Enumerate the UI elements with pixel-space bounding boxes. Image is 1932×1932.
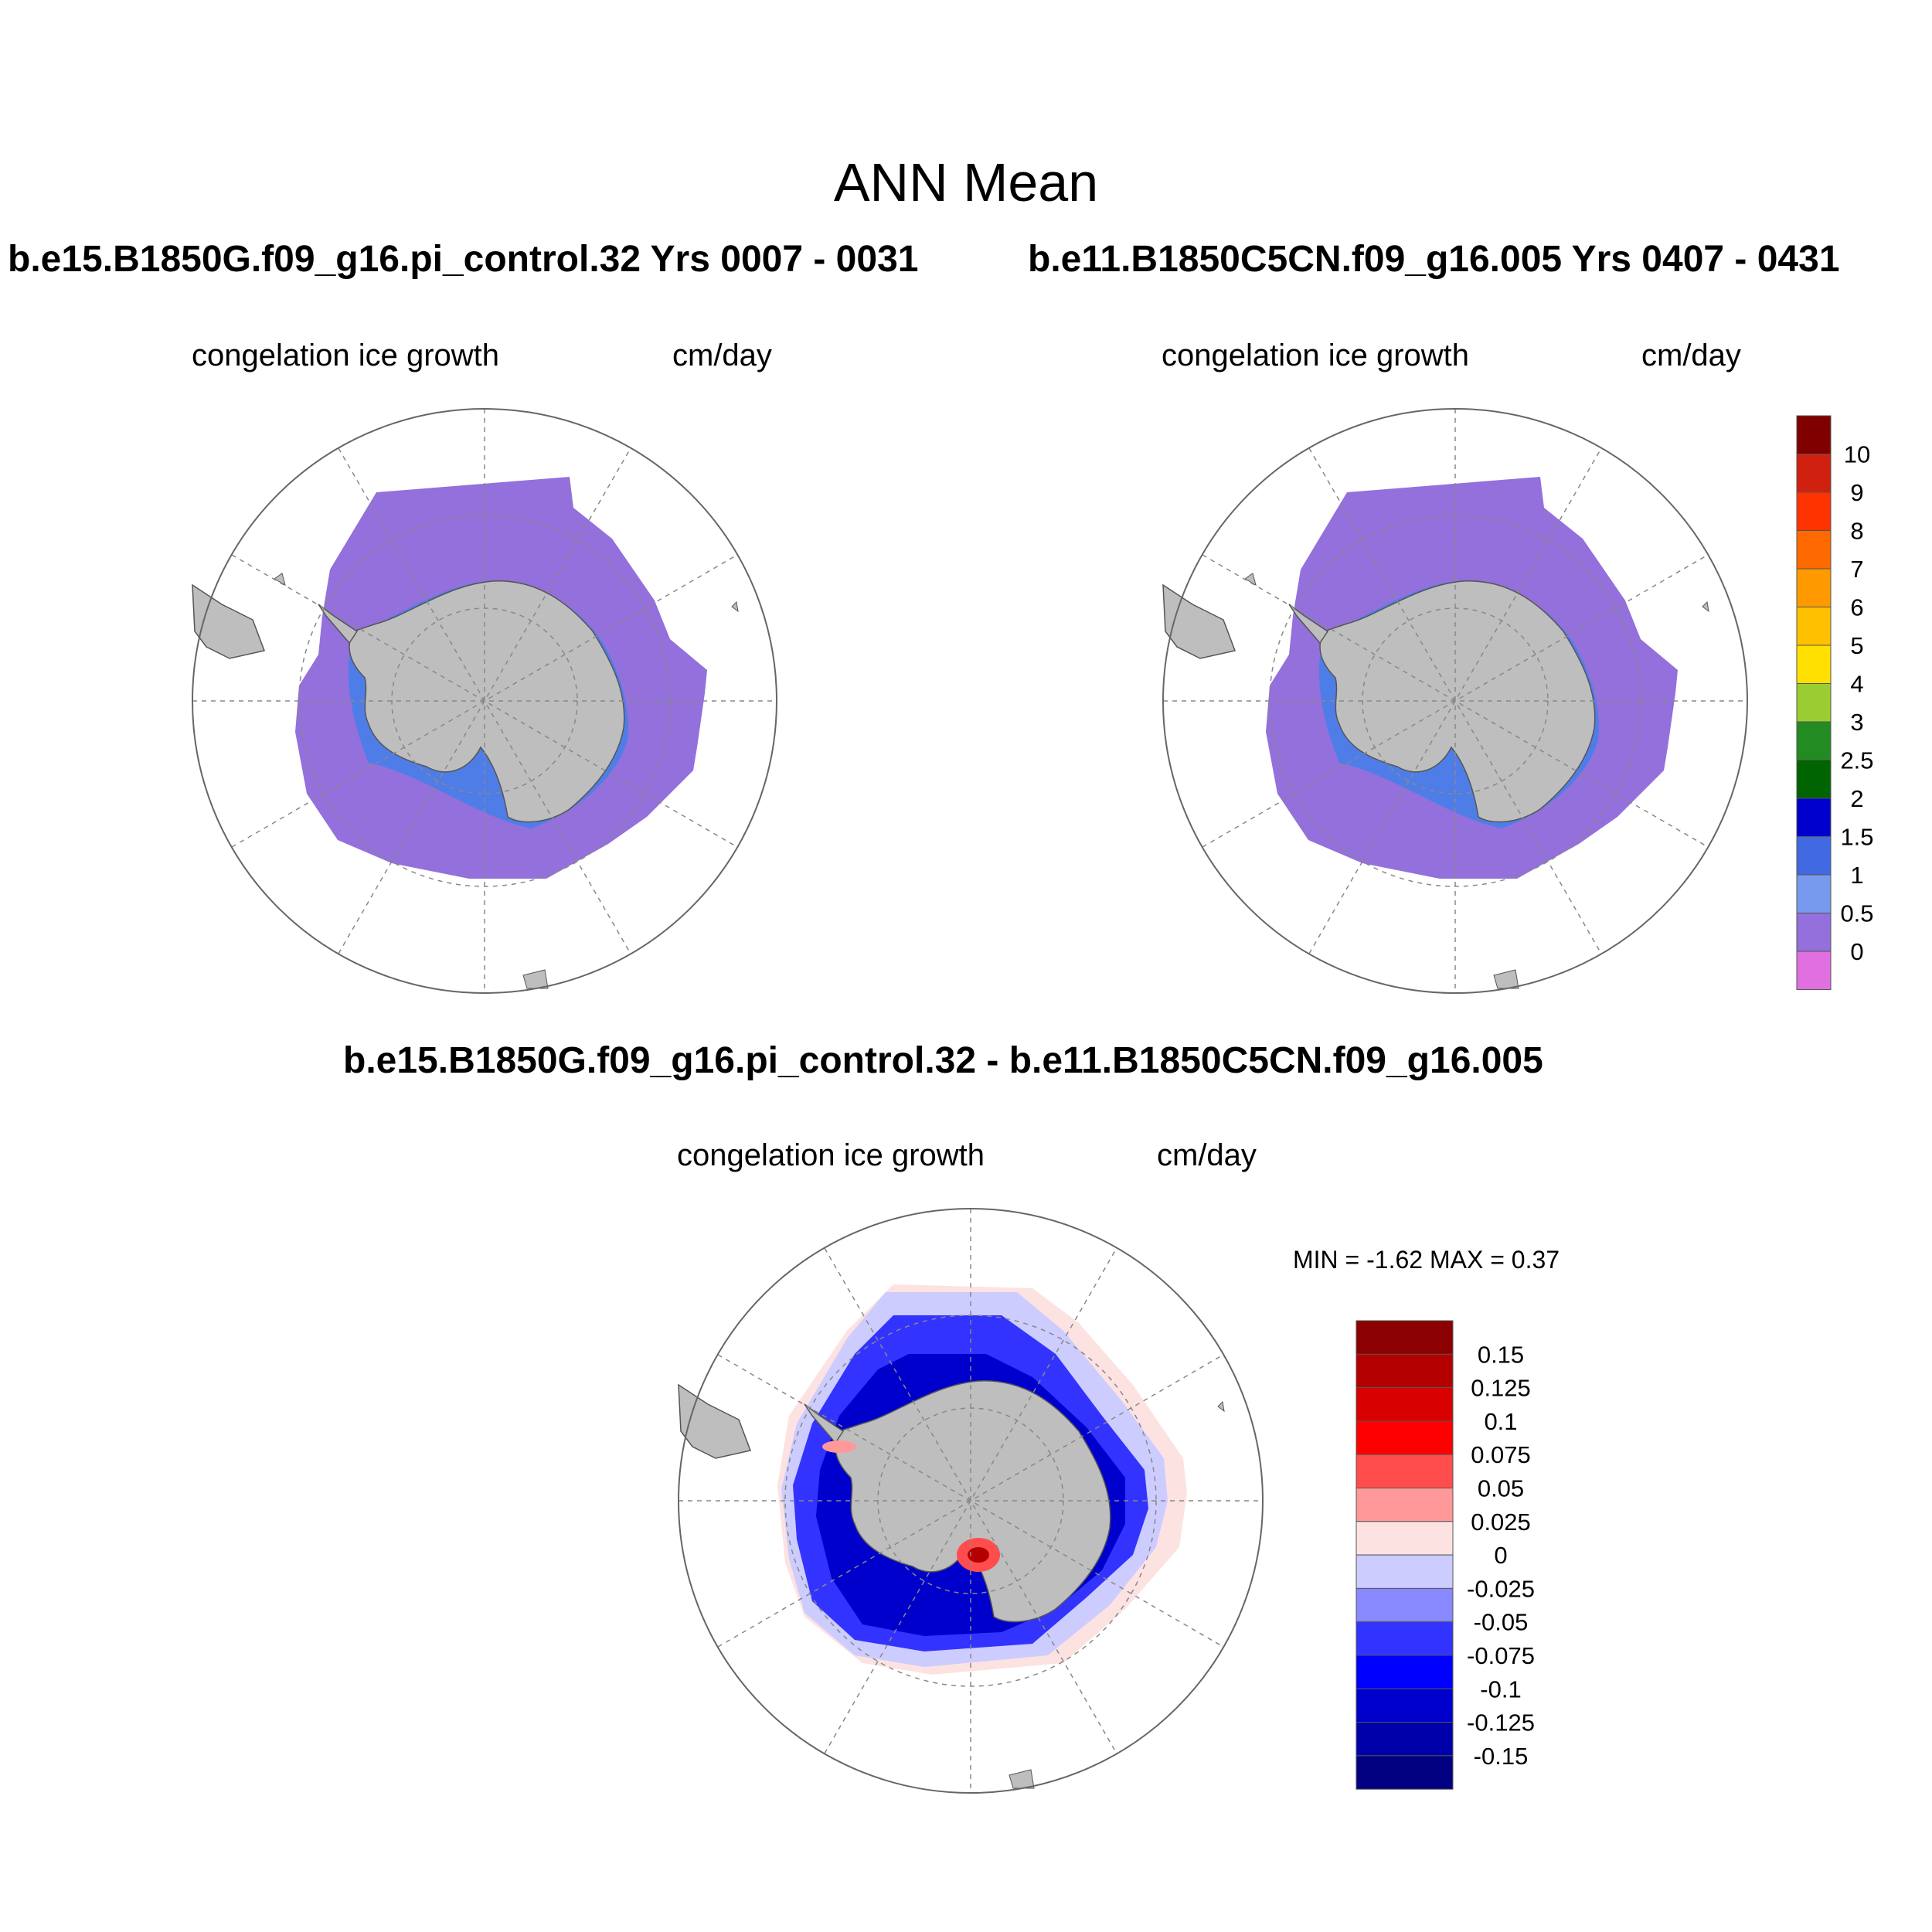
colorbar-main-swatch <box>1796 721 1832 760</box>
colorbar-main-swatch <box>1796 492 1832 531</box>
colorbar-diff-label: -0.025 <box>1467 1575 1535 1602</box>
colorbar-diff-label: -0.1 <box>1480 1675 1521 1702</box>
colorbar-main-swatch <box>1796 836 1832 876</box>
colorbar-main-label: 4 <box>1850 671 1863 698</box>
diff-field-label: congelation ice growth <box>677 1138 985 1172</box>
colorbar-main-label: 0 <box>1850 938 1863 965</box>
panel-1-field-label: congelation ice growth <box>192 338 500 372</box>
colorbar-diff-swatch <box>1355 1454 1454 1488</box>
colorbar-diff-label: 0.125 <box>1471 1375 1531 1402</box>
colorbar-diff-swatch <box>1355 1587 1454 1623</box>
colorbar-main-swatch <box>1796 415 1832 454</box>
colorbar-main-label: 8 <box>1850 518 1863 545</box>
colorbar-diff-swatch <box>1355 1755 1454 1790</box>
colorbar-main-label: 0.5 <box>1840 900 1873 927</box>
colorbar-main-swatch <box>1796 645 1832 684</box>
colorbar-main-label: 1.5 <box>1840 824 1873 851</box>
colorbar-main-label: 2 <box>1850 785 1863 812</box>
colorbar-main-swatch <box>1796 913 1832 952</box>
colorbar-diff-swatch <box>1355 1320 1454 1355</box>
colorbar-main-label: 2.5 <box>1840 747 1873 774</box>
colorbar-main-label: 7 <box>1850 556 1863 583</box>
colorbar-main-label: 9 <box>1850 479 1863 506</box>
diff-units-label: cm/day <box>1157 1138 1257 1172</box>
colorbar-diff-swatch <box>1355 1722 1454 1757</box>
colorbar-main-swatch <box>1796 683 1832 723</box>
colorbar-diff-swatch <box>1355 1655 1454 1689</box>
diff-minmax-text: MIN = -1.62 MAX = 0.37 <box>1293 1246 1560 1274</box>
panel-1-case-title: b.e15.B1850G.f09_g16.pi_control.32 Yrs 0… <box>8 239 919 280</box>
colorbar-diff-label: -0.075 <box>1467 1642 1535 1669</box>
colorbar-diff-label: 0.1 <box>1484 1408 1517 1435</box>
colorbar-diff-label: 0.025 <box>1471 1509 1531 1536</box>
panel-1-polar-map <box>192 408 777 994</box>
colorbar-diff-swatch <box>1355 1621 1454 1656</box>
colorbar-main-label: 3 <box>1850 709 1863 736</box>
colorbar-main-swatch <box>1796 607 1832 646</box>
panel-2-polar-map <box>1162 408 1748 994</box>
colorbar-diff-label: -0.05 <box>1474 1609 1529 1636</box>
colorbar-diff-swatch <box>1355 1387 1454 1422</box>
colorbar-main-swatch <box>1796 530 1832 570</box>
colorbar-diff-label: -0.125 <box>1467 1709 1535 1736</box>
colorbar-main-label: 10 <box>1844 441 1870 468</box>
diff-polar-map <box>678 1208 1264 1794</box>
colorbar-main-swatch <box>1796 760 1832 799</box>
colorbar-main-label: 5 <box>1850 632 1863 659</box>
panel-2-units-label: cm/day <box>1641 338 1741 372</box>
colorbar-main-swatch <box>1796 874 1832 913</box>
colorbar-diff-label: 0.075 <box>1471 1441 1531 1468</box>
colorbar-main-swatch <box>1796 951 1832 990</box>
page-title: ANN Mean <box>833 152 1099 213</box>
colorbar-diff-swatch <box>1355 1521 1454 1556</box>
colorbar-main-label: 1 <box>1850 862 1863 889</box>
colorbar-diff-swatch <box>1355 1420 1454 1455</box>
colorbar-diff-label: 0.15 <box>1478 1341 1524 1368</box>
colorbar-main-label: 6 <box>1850 594 1863 621</box>
panel-2-field-label: congelation ice growth <box>1162 338 1470 372</box>
colorbar-diff-swatch <box>1355 1688 1454 1723</box>
colorbar-diff-label: 0 <box>1494 1542 1507 1569</box>
colorbar-diff-swatch <box>1355 1488 1454 1522</box>
colorbar-diff-swatch <box>1355 1353 1454 1389</box>
colorbar-diff-label: 0.05 <box>1478 1475 1524 1502</box>
colorbar-main-swatch <box>1796 568 1832 607</box>
panel-2-case-title: b.e11.B1850C5CN.f09_g16.005 Yrs 0407 - 0… <box>1028 239 1840 280</box>
colorbar-main: 10 9 8 7 6 5 4 3 2.5 2 1.5 1 0.5 0 <box>1796 415 1874 990</box>
colorbar-diff-swatch <box>1355 1554 1454 1589</box>
panel-1-units-label: cm/day <box>672 338 772 372</box>
colorbar-diff-label: -0.15 <box>1474 1743 1529 1770</box>
colorbar-main-swatch <box>1796 798 1832 837</box>
colorbar-main-swatch <box>1796 454 1832 493</box>
colorbar-diff: 0.15 0.125 0.1 0.075 0.05 0.025 0 -0.025 -0.05 -0… <box>1355 1320 1535 1790</box>
diff-case-title: b.e15.B1850G.f09_g16.pi_control.32 - b.e… <box>343 1040 1543 1081</box>
